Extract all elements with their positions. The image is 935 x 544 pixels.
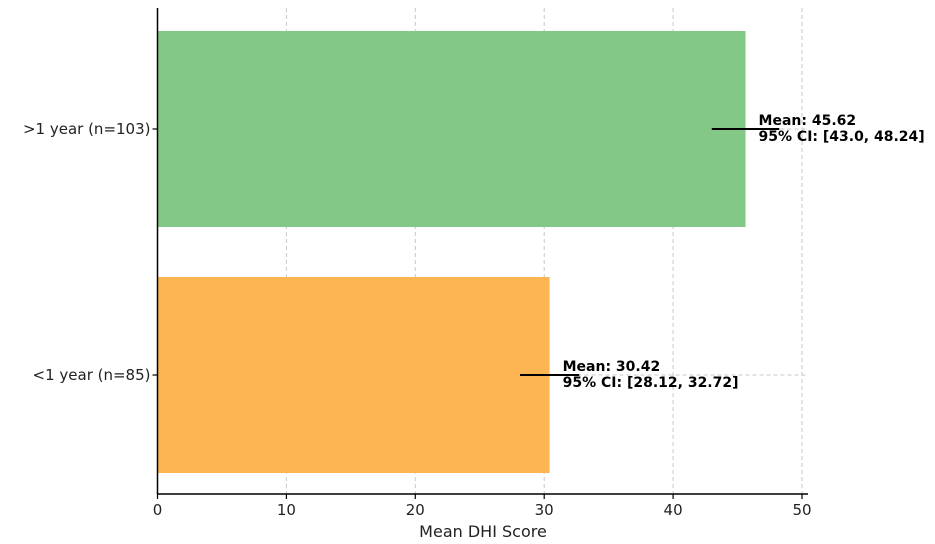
ci-annotation: 95% CI: [43.0, 48.24]	[759, 129, 925, 145]
x-tick-label: 50	[792, 501, 811, 519]
y-tick-label: <1 year (n=85)	[33, 366, 151, 384]
axes	[152, 8, 808, 499]
confidence-intervals	[519, 128, 780, 376]
ci-annotation: 95% CI: [28.12, 32.72]	[563, 375, 739, 391]
y-tick-label: >1 year (n=103)	[23, 120, 151, 138]
x-tick-label: 40	[664, 501, 683, 519]
x-tick-label: 10	[277, 501, 296, 519]
x-tick-label: 30	[535, 501, 554, 519]
mean-annotation: Mean: 30.42	[563, 359, 661, 375]
labels: 0 10 20 30 40 50>1 year (n=103) Mean: 45.6295%…	[23, 113, 925, 519]
mean-annotation: Mean: 45.62	[759, 113, 857, 129]
bar	[157, 31, 746, 227]
x-tick-label: 20	[406, 501, 425, 519]
x-axis-title: Mean DHI Score	[419, 522, 547, 541]
bar	[157, 277, 550, 473]
bars	[157, 31, 746, 473]
x-tick-label: 0	[153, 501, 163, 519]
